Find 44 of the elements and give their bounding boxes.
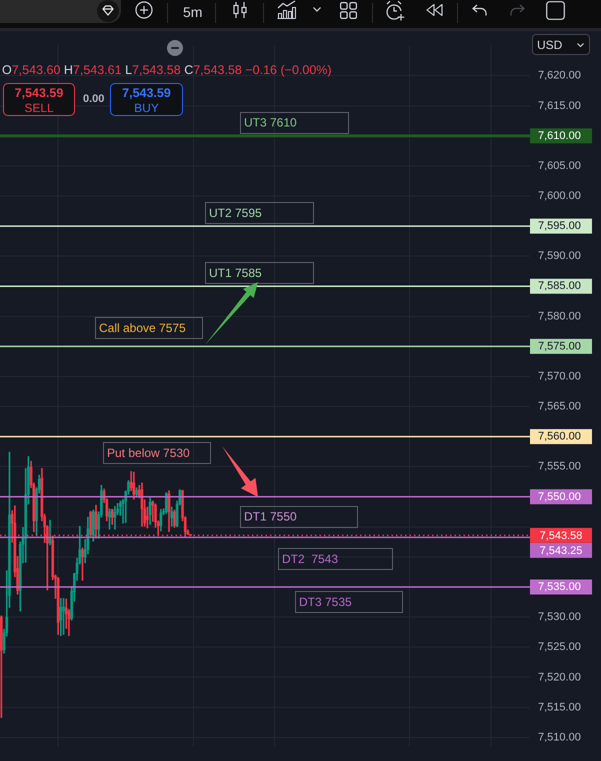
y-tick-label: 7,585.00 bbox=[538, 280, 581, 292]
y-tick-label: 7,535.00 bbox=[538, 581, 581, 594]
annotation: DT2 7543 bbox=[282, 552, 338, 566]
y-tick-label: 7,590.00 bbox=[538, 250, 581, 262]
annotation: 7,543.59 bbox=[121, 86, 172, 100]
y-tick-label: 7,550.00 bbox=[538, 490, 581, 503]
y-tick-label: 7,615.00 bbox=[538, 100, 581, 112]
y-tick-label: 7,605.00 bbox=[538, 160, 581, 172]
y-tick-label: 7,600.00 bbox=[538, 190, 581, 202]
text: O7,543.60 H7,543.61 L7,543.58 C7,543.58 −0.16 (−0.00%) bbox=[2, 63, 332, 77]
y-tick-label: 7,620.00 bbox=[538, 70, 581, 82]
ref-line-label: 7,543.25 bbox=[540, 544, 582, 557]
y-tick-label: 7,575.00 bbox=[538, 340, 581, 352]
y-tick-label: 7,565.00 bbox=[538, 400, 581, 413]
annotation: Call above 7575 bbox=[99, 321, 186, 336]
annotation: UT1 7585 bbox=[209, 266, 262, 280]
y-tick-label: 7,595.00 bbox=[538, 220, 581, 232]
candlestick bbox=[114, 506, 116, 530]
annotation: UT3 7610 bbox=[244, 116, 298, 130]
annotation: DT3 7535 bbox=[299, 594, 352, 609]
buy-button: 7,543.59 BUY bbox=[110, 83, 183, 116]
y-tick-label: 7,560.00 bbox=[538, 430, 581, 443]
y-tick-label: 7,610.00 bbox=[538, 130, 581, 142]
y-tick-label: 7,515.00 bbox=[538, 701, 581, 714]
annotation: SELL bbox=[23, 101, 55, 115]
y-tick-label: 7,520.00 bbox=[538, 671, 581, 684]
ref-line-label: 7,543.58 bbox=[540, 530, 582, 542]
annotation: BUY bbox=[133, 101, 160, 115]
annotation: 0.00 bbox=[83, 93, 104, 105]
annotation: 7,543.59 bbox=[14, 86, 64, 100]
text: 5m bbox=[183, 4, 202, 20]
annotation: DT1 7550 bbox=[244, 510, 298, 524]
y-tick-label: 7,570.00 bbox=[538, 370, 581, 382]
annotation: Put below 7530 bbox=[107, 446, 190, 460]
annotation: UT2 7595 bbox=[209, 206, 262, 220]
candlestick bbox=[62, 598, 65, 635]
candlestick bbox=[81, 548, 84, 581]
currency-dropdown: USD bbox=[532, 34, 590, 55]
y-tick-label: 7,530.00 bbox=[538, 611, 581, 624]
y-tick-label: 7,510.00 bbox=[538, 731, 581, 744]
y-tick-label: 7,580.00 bbox=[538, 310, 581, 322]
y-tick-label: 7,525.00 bbox=[538, 641, 581, 654]
sell-button: 7,543.59 SELL bbox=[3, 83, 75, 116]
y-tick-label: 7,555.00 bbox=[538, 460, 581, 473]
